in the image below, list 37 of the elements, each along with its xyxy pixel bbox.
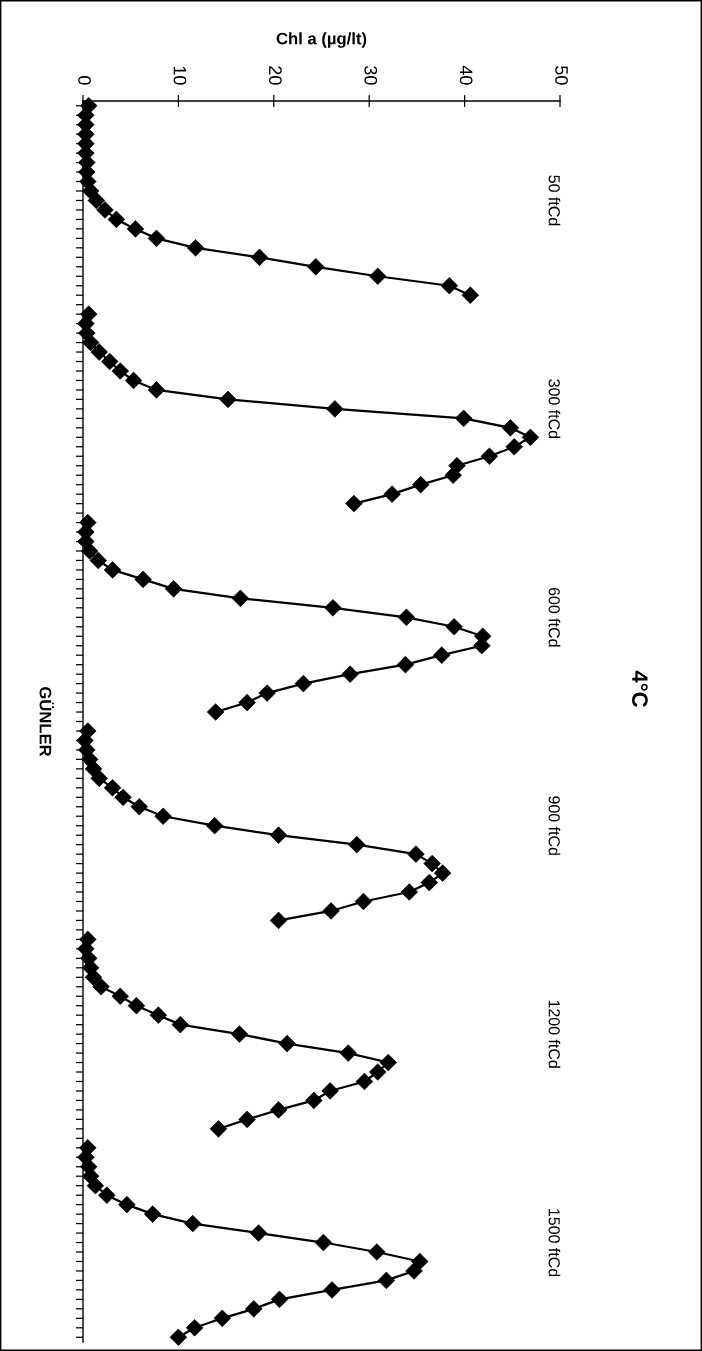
point <box>98 1186 116 1204</box>
x-axis-title: Chl a (µg/lt) <box>276 32 367 48</box>
x-tick-label: 50 <box>555 66 568 85</box>
point <box>383 485 401 503</box>
point <box>326 400 344 418</box>
point <box>321 1082 339 1100</box>
point <box>294 674 313 693</box>
y-axis-title: GÜNLER <box>39 687 54 757</box>
point <box>184 1214 202 1233</box>
point <box>258 684 276 702</box>
point <box>86 1176 105 1195</box>
x-tick-label: 20 <box>268 66 282 85</box>
point <box>339 1044 357 1062</box>
point <box>420 873 438 892</box>
x-tick-label: 30 <box>364 65 378 85</box>
text: 600 ftCd <box>548 587 561 647</box>
point <box>400 883 418 901</box>
text: 50 ftCd <box>548 175 561 226</box>
point <box>405 1262 423 1280</box>
x-tick-label: 40 <box>459 65 473 85</box>
point <box>407 845 425 863</box>
text: 900 ftCd <box>548 796 561 855</box>
point <box>111 362 129 380</box>
point <box>90 343 108 361</box>
text: 1500 ftCd <box>548 1209 561 1277</box>
point <box>324 599 342 617</box>
point <box>205 817 224 835</box>
point <box>107 210 126 229</box>
text: 4°C <box>632 670 648 708</box>
point <box>341 665 359 683</box>
text: 300 ftCd <box>548 379 561 439</box>
point <box>231 589 250 608</box>
x-tick-label: 10 <box>173 66 187 85</box>
point <box>396 655 415 674</box>
text: 1200 ftCd <box>548 1000 561 1068</box>
point <box>445 618 463 636</box>
x-tick-label: 0 <box>78 76 91 85</box>
